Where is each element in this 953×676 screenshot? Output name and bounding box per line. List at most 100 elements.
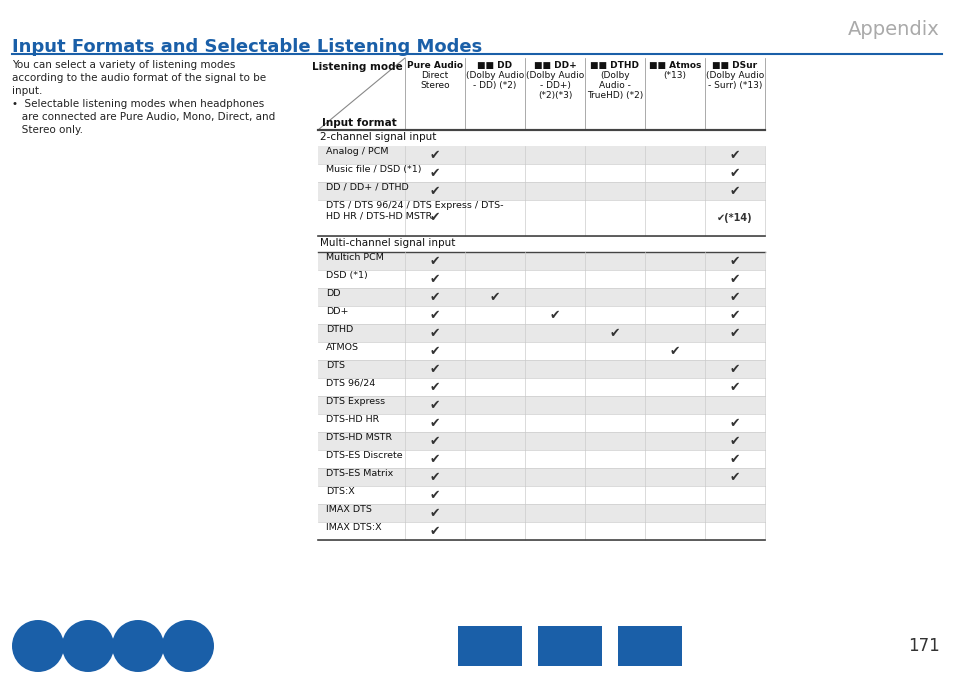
Text: ✔: ✔	[729, 381, 740, 393]
Text: Stereo: Stereo	[419, 81, 450, 90]
Text: (*13): (*13)	[662, 71, 686, 80]
Text: ■■ Atmos: ■■ Atmos	[648, 61, 700, 70]
Text: ✔: ✔	[729, 185, 740, 197]
Text: ■■ DD: ■■ DD	[476, 61, 512, 70]
Bar	[317, 324, 764, 342]
Bar	[317, 414, 764, 432]
Text: Input format: Input format	[322, 118, 396, 128]
Bar	[317, 270, 764, 288]
Text: Listening mode: Listening mode	[312, 62, 402, 72]
Text: ✔: ✔	[729, 149, 740, 162]
Text: DD / DD+ / DTHD: DD / DD+ / DTHD	[326, 183, 408, 192]
Text: ✔: ✔	[729, 291, 740, 304]
Bar	[317, 164, 764, 182]
Circle shape	[162, 620, 213, 672]
Bar	[317, 306, 764, 324]
Text: ✔: ✔	[429, 362, 439, 375]
Text: ✔: ✔	[729, 272, 740, 285]
Text: ✔: ✔	[429, 308, 439, 322]
Bar	[317, 360, 764, 378]
Text: ATMOS: ATMOS	[326, 343, 358, 352]
Text: Input Formats and Selectable Listening Modes: Input Formats and Selectable Listening M…	[12, 38, 482, 56]
Text: DD+: DD+	[326, 307, 348, 316]
Text: ✔: ✔	[429, 489, 439, 502]
Text: •  Selectable listening modes when headphones: • Selectable listening modes when headph…	[12, 99, 264, 109]
Text: - DD+): - DD+)	[539, 81, 570, 90]
Bar	[317, 486, 764, 504]
Text: DD: DD	[326, 289, 340, 298]
Text: ✔: ✔	[429, 525, 439, 537]
Text: ✔: ✔	[429, 345, 439, 358]
Text: ✔: ✔	[429, 291, 439, 304]
Text: (Dolby: (Dolby	[599, 71, 629, 80]
Text: input.: input.	[12, 86, 42, 96]
Text: DTS / DTS 96/24 / DTS Express / DTS-
HD HR / DTS-HD MSTR: DTS / DTS 96/24 / DTS Express / DTS- HD …	[326, 201, 503, 220]
Circle shape	[62, 620, 113, 672]
Text: ✔: ✔	[549, 308, 559, 322]
Bar	[317, 432, 764, 450]
Text: DTS-ES Matrix: DTS-ES Matrix	[326, 469, 393, 478]
Text: ✔: ✔	[729, 327, 740, 339]
Text: TrueHD) (*2): TrueHD) (*2)	[586, 91, 642, 100]
Text: ■■ DD+: ■■ DD+	[533, 61, 576, 70]
Bar	[317, 468, 764, 486]
Text: ✔: ✔	[729, 166, 740, 180]
Text: DTS-HD MSTR: DTS-HD MSTR	[326, 433, 392, 442]
Text: - DD) (*2): - DD) (*2)	[473, 81, 517, 90]
Text: Multich PCM: Multich PCM	[326, 253, 383, 262]
Text: ✔: ✔	[429, 452, 439, 466]
Text: ✔: ✔	[429, 327, 439, 339]
Bar	[317, 182, 764, 200]
Text: ✔: ✔	[489, 291, 499, 304]
Text: DTS Express: DTS Express	[326, 397, 385, 406]
Text: ✔: ✔	[729, 362, 740, 375]
Text: 171: 171	[907, 637, 939, 655]
Circle shape	[12, 620, 64, 672]
Text: DTS: DTS	[326, 361, 345, 370]
Text: ✔: ✔	[429, 381, 439, 393]
Bar	[317, 200, 764, 236]
Text: ✔: ✔	[429, 254, 439, 268]
Text: ✔(*14): ✔(*14)	[717, 213, 752, 223]
Text: ✔: ✔	[429, 149, 439, 162]
Bar	[317, 396, 764, 414]
Text: 2-channel signal input: 2-channel signal input	[319, 132, 436, 142]
Text: ✔: ✔	[429, 398, 439, 412]
Bar	[317, 378, 764, 396]
Text: according to the audio format of the signal to be: according to the audio format of the sig…	[12, 73, 266, 83]
Bar	[317, 522, 764, 540]
Text: (Dolby Audio: (Dolby Audio	[705, 71, 763, 80]
FancyBboxPatch shape	[618, 626, 681, 666]
Text: ✔: ✔	[429, 166, 439, 180]
Circle shape	[112, 620, 164, 672]
Text: ✔: ✔	[729, 308, 740, 322]
Text: Audio -: Audio -	[598, 81, 630, 90]
Text: ✔: ✔	[669, 345, 679, 358]
Text: ✔: ✔	[429, 185, 439, 197]
Text: DTS 96/24: DTS 96/24	[326, 379, 375, 388]
Text: ✔: ✔	[729, 416, 740, 429]
Bar	[317, 252, 764, 270]
FancyBboxPatch shape	[537, 626, 601, 666]
Text: ✔: ✔	[609, 327, 619, 339]
Text: ■■ DTHD: ■■ DTHD	[590, 61, 639, 70]
Text: Pure Audio: Pure Audio	[407, 61, 462, 70]
Bar	[317, 450, 764, 468]
Text: Music file / DSD (*1): Music file / DSD (*1)	[326, 165, 421, 174]
FancyBboxPatch shape	[457, 626, 521, 666]
Text: You can select a variety of listening modes: You can select a variety of listening mo…	[12, 60, 235, 70]
Text: DSD (*1): DSD (*1)	[326, 271, 367, 280]
Text: ■■ DSur: ■■ DSur	[712, 61, 757, 70]
Text: Analog / PCM: Analog / PCM	[326, 147, 388, 156]
Text: Stereo only.: Stereo only.	[12, 125, 83, 135]
Text: ✔: ✔	[429, 506, 439, 519]
Text: ✔: ✔	[729, 254, 740, 268]
Text: (*2)(*3): (*2)(*3)	[537, 91, 572, 100]
Bar	[317, 146, 764, 164]
Text: are connected are Pure Audio, Mono, Direct, and: are connected are Pure Audio, Mono, Dire…	[12, 112, 275, 122]
Bar	[317, 504, 764, 522]
Text: DTS-HD HR: DTS-HD HR	[326, 415, 379, 424]
Text: ✔: ✔	[429, 416, 439, 429]
Text: ✔: ✔	[429, 435, 439, 448]
Text: (Dolby Audio: (Dolby Audio	[465, 71, 523, 80]
